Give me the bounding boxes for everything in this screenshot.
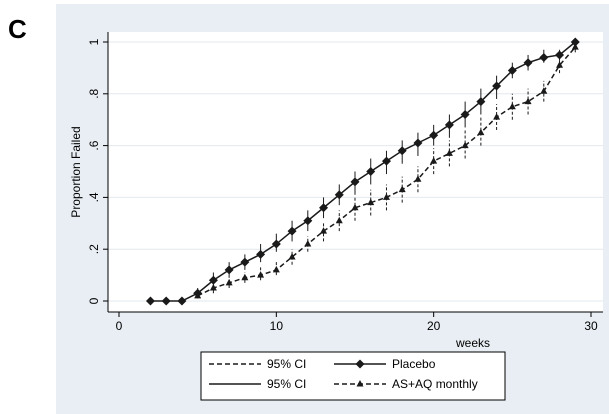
series-as-aq-monthly (194, 42, 579, 299)
data-point (555, 50, 565, 60)
data-point (492, 81, 502, 91)
legend-key (334, 380, 386, 387)
legend-box (200, 351, 506, 401)
data-point (476, 97, 486, 107)
data-point (429, 130, 439, 140)
data-point (288, 252, 296, 260)
legend-marker (355, 359, 365, 369)
x-tick-label: 20 (427, 319, 441, 333)
panel-label: C (8, 14, 27, 44)
x-tick-label: 30 (584, 319, 598, 333)
legend-label: 95% CI (267, 377, 306, 391)
data-point (444, 120, 454, 130)
data-point (493, 113, 501, 120)
legend-label: Placebo (392, 357, 436, 371)
legend-label: 95% CI (267, 357, 306, 371)
y-tick-label: 1 (87, 38, 101, 45)
data-point (194, 291, 202, 299)
data-point (351, 203, 359, 211)
data-point (540, 87, 548, 94)
data-point (460, 110, 470, 120)
data-point (334, 190, 344, 200)
data-point (303, 216, 313, 226)
data-point (224, 265, 234, 275)
data-point (208, 275, 218, 285)
data-point (177, 296, 187, 306)
data-point (257, 271, 265, 278)
data-point (524, 97, 532, 105)
y-tick-label: .8 (87, 88, 101, 98)
data-point (523, 58, 533, 68)
data-point (430, 157, 438, 164)
y-tick-label: .4 (87, 192, 101, 202)
legend-label: AS+AQ monthly (392, 377, 478, 391)
data-point (539, 53, 549, 63)
data-point (145, 296, 155, 306)
data-point (272, 265, 280, 273)
y-tick-label: .6 (87, 140, 101, 150)
data-point (413, 138, 423, 148)
data-point (397, 146, 407, 156)
data-point (161, 296, 171, 306)
data-point (304, 240, 312, 247)
data-point (571, 43, 579, 50)
data-point (335, 216, 343, 224)
data-point (350, 177, 360, 187)
data-point (240, 257, 250, 267)
data-point (507, 65, 517, 75)
data-point (382, 193, 390, 200)
legend: 95% CI Placebo 95% CI AS+AQ monthly (200, 351, 506, 401)
data-point (398, 185, 406, 193)
data-point (320, 227, 328, 234)
data-point (319, 203, 329, 213)
data-point (271, 239, 281, 249)
data-point (287, 226, 297, 236)
series-line (150, 41, 576, 302)
x-axis-title: weeks (455, 336, 490, 350)
data-point (508, 102, 516, 110)
data-point (366, 167, 376, 176)
y-tick-label: 0 (87, 297, 101, 304)
data-point (556, 61, 564, 68)
legend-key (334, 359, 386, 369)
data-point (256, 249, 266, 259)
data-point (461, 141, 469, 149)
y-axis-title: Proportion Failed (69, 126, 83, 217)
data-point (381, 156, 391, 166)
legend-marker (356, 380, 364, 387)
data-point (477, 128, 485, 136)
x-tick-label: 10 (270, 319, 284, 333)
data-point (225, 278, 233, 286)
data-point (241, 273, 249, 281)
data-point (367, 198, 375, 206)
data-point (445, 149, 453, 156)
data-point (414, 175, 422, 182)
x-tick-label: 0 (116, 319, 123, 333)
data-point (209, 284, 217, 291)
series-placebo (145, 37, 580, 306)
y-tick-label: .2 (87, 244, 101, 254)
